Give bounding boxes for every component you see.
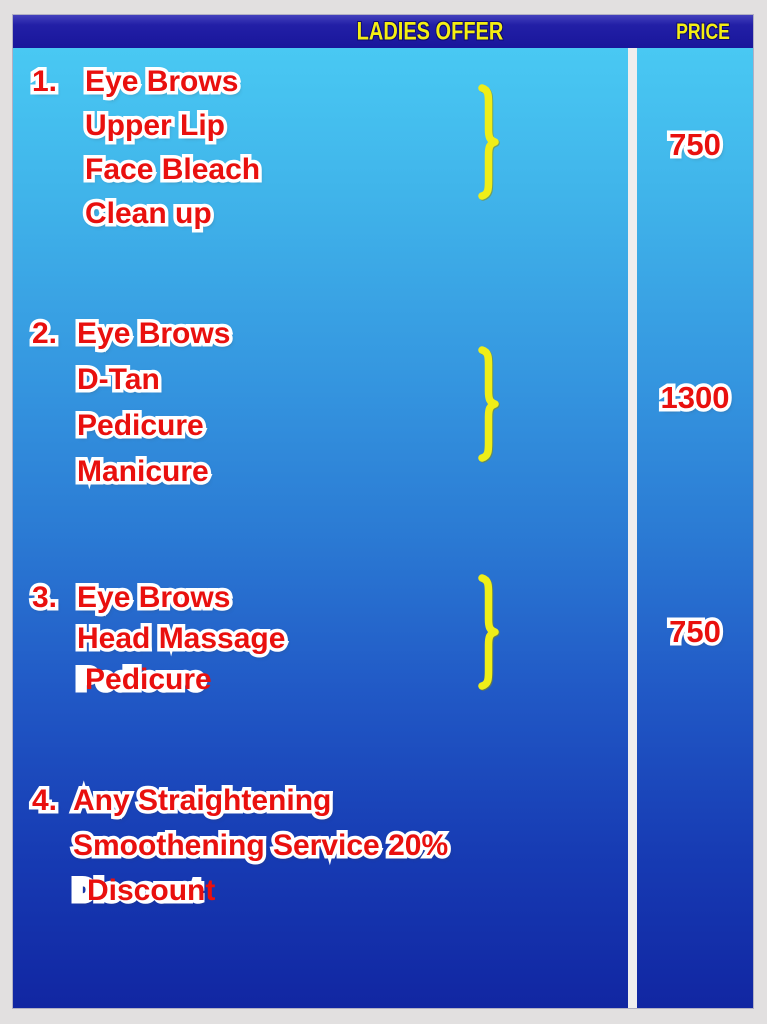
service-line: Upper Lip [85, 104, 260, 148]
offer-item-3: 3. Eye Brows Head Massage Pedicure [32, 577, 286, 700]
ladies-offer-poster: LADIES OFFER PRICE 1. Eye Brows Upper Li… [13, 15, 753, 1008]
item-number: 2. [32, 311, 77, 357]
service-line: Any Straightening [73, 778, 448, 823]
brace-icon [478, 346, 499, 462]
service-line: D-Tan [77, 357, 231, 403]
item-number: 4. [32, 778, 73, 823]
service-line: Eye Brows [85, 60, 260, 104]
price-value: 750 [637, 614, 753, 650]
service-line: Eye Brows [77, 577, 286, 618]
service-list: Eye Brows Upper Lip Face Bleach Clean up [85, 60, 260, 236]
item-number: 1. [32, 60, 85, 104]
item-number: 3. [32, 577, 77, 618]
page-title: LADIES OFFER [356, 17, 504, 45]
service-line: Pedicure [77, 403, 231, 449]
offer-item-2: 2. Eye Brows D-Tan Pedicure Manicure [32, 311, 231, 495]
service-line: Pedicure [77, 659, 286, 700]
brace-icon [478, 84, 499, 200]
service-line: Eye Brows [77, 311, 231, 357]
service-line: Discount [73, 868, 448, 913]
column-divider [628, 48, 637, 1008]
service-list: Eye Brows Head Massage Pedicure [77, 577, 286, 700]
price-column-header: PRICE [676, 18, 730, 44]
service-line: Clean up [85, 192, 260, 236]
service-line: Manicure [77, 449, 231, 495]
brace-icon [478, 574, 499, 690]
service-list: Any Straightening Smoothening Service 20… [73, 778, 448, 913]
service-line: Head Massage [77, 618, 286, 659]
offer-item-4: 4. Any Straightening Smoothening Service… [32, 778, 448, 913]
offer-item-1: 1. Eye Brows Upper Lip Face Bleach Clean… [32, 60, 260, 236]
service-line: Face Bleach [85, 148, 260, 192]
header-bar: LADIES OFFER PRICE [13, 15, 753, 48]
price-value: 750 [637, 127, 753, 163]
price-value: 1300 [637, 380, 753, 416]
service-line: Smoothening Service 20% [73, 823, 448, 868]
service-list: Eye Brows D-Tan Pedicure Manicure [77, 311, 231, 495]
